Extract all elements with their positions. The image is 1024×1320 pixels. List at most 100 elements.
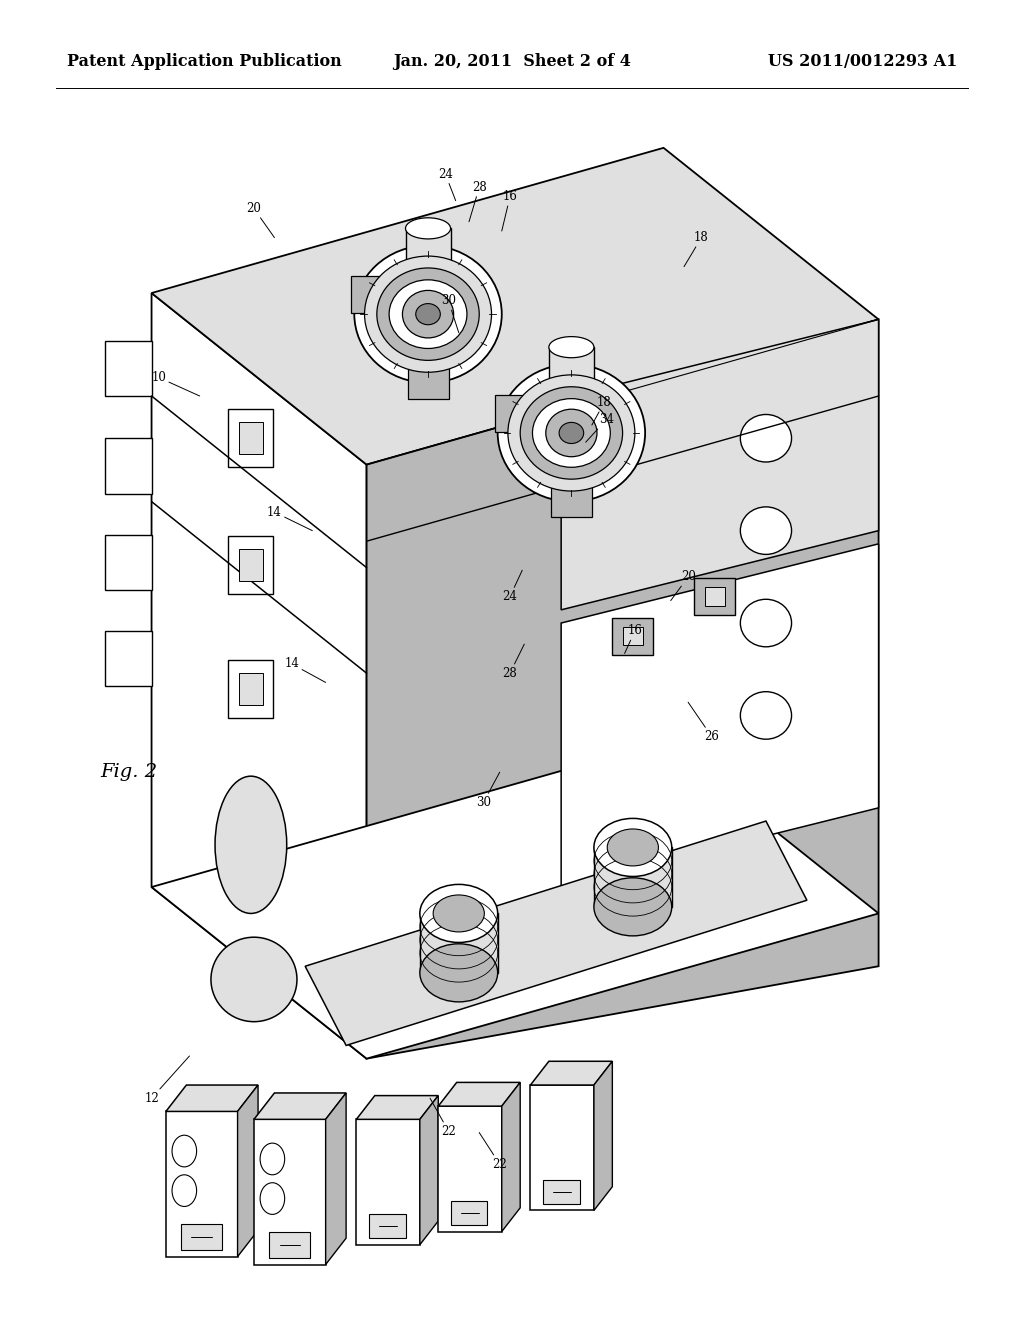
Ellipse shape bbox=[260, 1183, 285, 1214]
Ellipse shape bbox=[172, 1135, 197, 1167]
Ellipse shape bbox=[406, 218, 451, 239]
Text: 30: 30 bbox=[476, 772, 500, 809]
Polygon shape bbox=[420, 1096, 438, 1245]
Ellipse shape bbox=[594, 878, 672, 936]
Text: 14: 14 bbox=[285, 657, 326, 682]
Polygon shape bbox=[543, 1180, 580, 1204]
Polygon shape bbox=[549, 347, 594, 393]
Polygon shape bbox=[105, 631, 152, 686]
Ellipse shape bbox=[420, 884, 498, 942]
Polygon shape bbox=[326, 1093, 346, 1265]
Polygon shape bbox=[356, 1119, 420, 1245]
Polygon shape bbox=[239, 422, 263, 454]
Polygon shape bbox=[228, 660, 273, 718]
Polygon shape bbox=[305, 821, 807, 1045]
Polygon shape bbox=[551, 480, 592, 517]
Ellipse shape bbox=[740, 599, 792, 647]
Polygon shape bbox=[269, 1232, 310, 1258]
Ellipse shape bbox=[498, 364, 645, 502]
Text: 20: 20 bbox=[247, 202, 274, 238]
Polygon shape bbox=[438, 1082, 520, 1106]
Text: 22: 22 bbox=[430, 1098, 456, 1138]
Polygon shape bbox=[705, 587, 725, 606]
Polygon shape bbox=[623, 627, 643, 645]
Text: 24: 24 bbox=[438, 168, 456, 201]
Polygon shape bbox=[105, 341, 152, 396]
Ellipse shape bbox=[377, 268, 479, 360]
Text: 16: 16 bbox=[625, 624, 642, 653]
Polygon shape bbox=[495, 395, 536, 432]
Polygon shape bbox=[152, 148, 879, 465]
Ellipse shape bbox=[172, 1175, 197, 1206]
Polygon shape bbox=[238, 1085, 258, 1257]
Ellipse shape bbox=[559, 422, 584, 444]
Text: 28: 28 bbox=[503, 644, 524, 680]
Text: 22: 22 bbox=[479, 1133, 507, 1171]
Ellipse shape bbox=[433, 895, 484, 932]
Polygon shape bbox=[694, 578, 735, 615]
Ellipse shape bbox=[354, 246, 502, 383]
Text: 16: 16 bbox=[502, 190, 517, 231]
Polygon shape bbox=[105, 535, 152, 590]
Ellipse shape bbox=[260, 1143, 285, 1175]
Polygon shape bbox=[254, 1093, 346, 1119]
Text: 26: 26 bbox=[688, 702, 719, 743]
Polygon shape bbox=[530, 1085, 594, 1210]
Ellipse shape bbox=[740, 414, 792, 462]
Polygon shape bbox=[105, 438, 152, 494]
Polygon shape bbox=[451, 1201, 487, 1225]
Polygon shape bbox=[561, 319, 879, 610]
Text: US 2011/0012293 A1: US 2011/0012293 A1 bbox=[768, 53, 957, 70]
Ellipse shape bbox=[508, 375, 635, 491]
Ellipse shape bbox=[740, 507, 792, 554]
Ellipse shape bbox=[532, 399, 610, 467]
Polygon shape bbox=[166, 1085, 258, 1111]
Ellipse shape bbox=[546, 409, 597, 457]
Polygon shape bbox=[239, 673, 263, 705]
Polygon shape bbox=[351, 276, 392, 313]
Polygon shape bbox=[438, 1106, 502, 1232]
Text: 20: 20 bbox=[671, 570, 695, 601]
Polygon shape bbox=[228, 536, 273, 594]
Polygon shape bbox=[228, 409, 273, 467]
Polygon shape bbox=[369, 1214, 406, 1238]
Ellipse shape bbox=[215, 776, 287, 913]
Polygon shape bbox=[367, 319, 879, 1059]
Polygon shape bbox=[166, 1111, 238, 1257]
Text: 14: 14 bbox=[267, 506, 312, 531]
Text: Patent Application Publication: Patent Application Publication bbox=[67, 53, 341, 70]
Polygon shape bbox=[356, 1096, 438, 1119]
Text: 18: 18 bbox=[592, 396, 611, 425]
Ellipse shape bbox=[520, 387, 623, 479]
Text: 28: 28 bbox=[469, 181, 486, 222]
Ellipse shape bbox=[402, 290, 454, 338]
Text: Fig. 2: Fig. 2 bbox=[100, 763, 158, 781]
Polygon shape bbox=[152, 293, 367, 1059]
Polygon shape bbox=[612, 618, 653, 655]
Ellipse shape bbox=[416, 304, 440, 325]
Polygon shape bbox=[594, 847, 672, 907]
Text: 18: 18 bbox=[684, 231, 709, 267]
Polygon shape bbox=[502, 1082, 520, 1232]
Text: 34: 34 bbox=[586, 413, 613, 442]
Ellipse shape bbox=[740, 692, 792, 739]
Polygon shape bbox=[530, 1061, 612, 1085]
Text: 10: 10 bbox=[152, 371, 200, 396]
Text: 12: 12 bbox=[144, 1056, 189, 1105]
Text: 24: 24 bbox=[503, 570, 522, 603]
Polygon shape bbox=[181, 1224, 222, 1250]
Ellipse shape bbox=[594, 818, 672, 876]
Ellipse shape bbox=[389, 280, 467, 348]
Text: Jan. 20, 2011  Sheet 2 of 4: Jan. 20, 2011 Sheet 2 of 4 bbox=[393, 53, 631, 70]
Polygon shape bbox=[406, 228, 451, 275]
Polygon shape bbox=[239, 549, 263, 581]
Polygon shape bbox=[254, 1119, 326, 1265]
Ellipse shape bbox=[365, 256, 492, 372]
Polygon shape bbox=[420, 913, 498, 973]
Ellipse shape bbox=[211, 937, 297, 1022]
Ellipse shape bbox=[420, 944, 498, 1002]
Polygon shape bbox=[408, 362, 449, 399]
Ellipse shape bbox=[607, 829, 658, 866]
Polygon shape bbox=[561, 544, 879, 887]
Ellipse shape bbox=[549, 337, 594, 358]
